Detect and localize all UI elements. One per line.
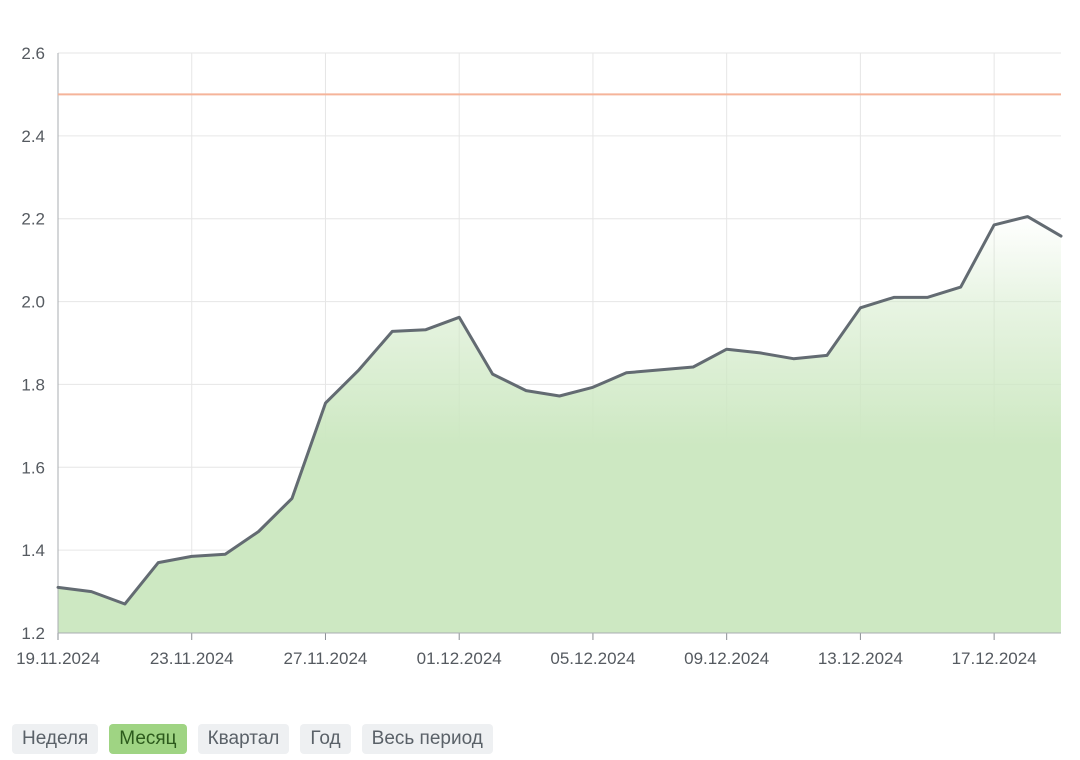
y-tick-label: 1.2 bbox=[21, 624, 45, 643]
period-year-button[interactable]: Год bbox=[300, 724, 351, 754]
x-tick-label: 23.11.2024 bbox=[150, 649, 234, 668]
x-tick-label: 17.12.2024 bbox=[952, 649, 1037, 668]
series-area bbox=[58, 216, 1061, 633]
y-tick-label: 2.2 bbox=[21, 210, 45, 229]
period-month-button[interactable]: Месяц bbox=[109, 724, 187, 754]
period-quarter-button[interactable]: Квартал bbox=[197, 724, 290, 754]
period-week-button[interactable]: Неделя bbox=[12, 724, 99, 754]
series-line-layer bbox=[56, 215, 1063, 606]
x-tick-label: 19.11.2024 bbox=[16, 649, 100, 668]
y-tick-label: 2.0 bbox=[21, 293, 45, 312]
area-fill-layer bbox=[58, 216, 1061, 633]
period-all-button[interactable]: Весь период bbox=[361, 724, 493, 754]
price-chart: 1.2 1.4 1.6 1.8 2.0 2.2 2.4 2.6 19.11.2024 23.11.… bbox=[16, 44, 1063, 668]
x-tick-label: 13.12.2024 bbox=[818, 649, 903, 668]
series-line bbox=[56, 215, 1063, 606]
x-tick-label: 09.12.2024 bbox=[684, 649, 769, 668]
tick-labels: 1.2 1.4 1.6 1.8 2.0 2.2 2.4 2.6 19.11.2024 23.11.… bbox=[16, 44, 1037, 668]
x-tick-label: 27.11.2024 bbox=[284, 649, 368, 668]
y-tick-label: 1.4 bbox=[21, 541, 45, 560]
axes bbox=[57, 53, 1061, 640]
y-tick-label: 2.4 bbox=[21, 127, 45, 146]
period-selector: Неделя Месяц Квартал Год Весь период bbox=[12, 724, 493, 754]
y-tick-label: 1.8 bbox=[21, 375, 45, 394]
y-tick-label: 2.6 bbox=[21, 44, 45, 63]
y-tick-label: 1.6 bbox=[21, 458, 45, 477]
x-tick-label: 05.12.2024 bbox=[550, 649, 635, 668]
x-tick-label: 01.12.2024 bbox=[417, 649, 502, 668]
